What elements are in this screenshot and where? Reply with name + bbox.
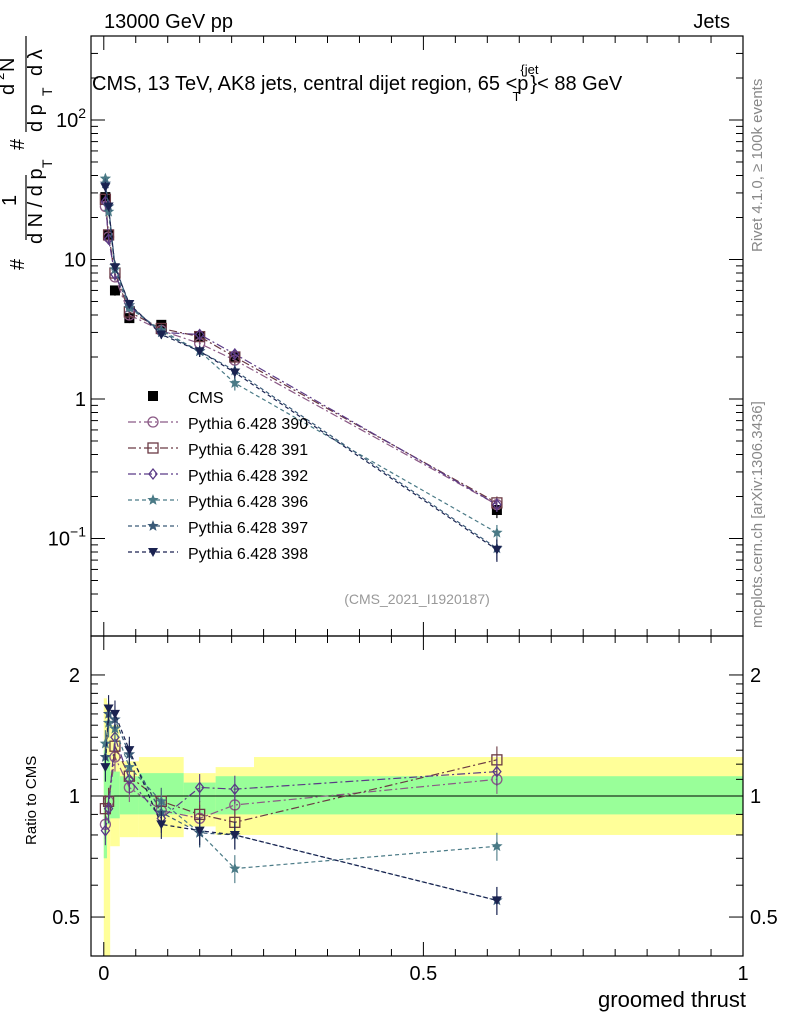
- svg-text:#: #: [7, 138, 29, 150]
- ratio-point: [229, 830, 240, 840]
- svg-text:2: 2: [0, 73, 7, 80]
- band-green-bin-2: [110, 771, 120, 819]
- svg-text:1: 1: [0, 195, 21, 206]
- ratio-point: [156, 820, 167, 830]
- series-line-6: [104, 187, 498, 551]
- data-point: [109, 263, 120, 273]
- xtick-label: 0: [98, 963, 109, 985]
- main-ytick-label: 10: [64, 249, 86, 271]
- svg-text:d: d: [0, 84, 19, 95]
- xtick-label: 0.5: [409, 963, 437, 985]
- ratio-ytick-label-left: 1: [69, 786, 80, 808]
- ratio-ylabel: Ratio to CMS: [23, 756, 40, 845]
- rivet-version-label: Rivet 4.1.0, ≥ 100k events: [749, 79, 766, 252]
- svg-text:d λ: d λ: [25, 49, 47, 76]
- legend-label: CMS: [188, 390, 224, 407]
- svg-text:d N / d p: d N / d p: [25, 168, 47, 244]
- data-point: [229, 368, 240, 378]
- ratio-ytick-label-right: 0.5: [750, 907, 778, 929]
- data-point: [491, 545, 502, 555]
- ratio-line-1: [104, 754, 497, 825]
- ratio-point: [229, 783, 240, 796]
- main-ytick-label: 102: [56, 105, 86, 132]
- ratio-line-3: [104, 737, 497, 831]
- axes: 10−1 1 10 102 0.5 0.5 1 1 2 2 0 0.5 1: [48, 35, 778, 985]
- ratio-ytick-label-left: 0.5: [52, 907, 80, 929]
- legend-label: Pythia 6.428 391: [188, 442, 308, 459]
- ratio-point: [194, 826, 205, 836]
- series-line-2: [104, 199, 498, 504]
- ratio-point: [491, 840, 503, 852]
- data-point: [194, 347, 205, 357]
- ratio-point: [99, 737, 112, 749]
- legend-label: Pythia 6.428 392: [188, 468, 308, 485]
- legend-marker: [148, 467, 158, 481]
- band-green-bin-7: [254, 776, 743, 815]
- legend-label: Pythia 6.428 397: [188, 520, 308, 537]
- data-point: [229, 348, 240, 361]
- ratio-point: [100, 824, 111, 837]
- svg-text:T: T: [39, 159, 55, 168]
- ratio-point: [99, 803, 112, 815]
- svg-text:T: T: [39, 87, 55, 96]
- main-series: [99, 172, 503, 562]
- ratio-point: [109, 709, 120, 719]
- legend-marker: [147, 520, 159, 531]
- legend-label: Pythia 6.428 396: [188, 494, 308, 511]
- svg-text:d p: d p: [25, 104, 47, 132]
- series-line-3: [104, 201, 498, 506]
- svg-text:#: #: [7, 258, 29, 270]
- main-ytick-label: 10−1: [48, 523, 86, 550]
- mcplots-label: mcplots.cern.ch [arXiv:1306.3436]: [749, 401, 766, 628]
- ratio-frame: [90, 635, 744, 957]
- svg-text:N: N: [0, 58, 19, 72]
- legend-label: Pythia 6.428 390: [188, 416, 308, 433]
- x-axis-label: groomed thrust: [598, 987, 746, 1012]
- ratio-ytick-label-left: 2: [69, 665, 80, 687]
- energy-label: 13000 GeV pp: [104, 11, 233, 33]
- data-point: [124, 299, 135, 309]
- ratio-point: [229, 862, 241, 874]
- xtick-label: 1: [737, 963, 748, 985]
- ratio-point: [103, 704, 114, 714]
- main-ylabel: # 1 d N / d p T # d 2 N d p T d λ: [0, 36, 55, 270]
- data-point: [491, 526, 503, 538]
- data-point: [100, 183, 111, 193]
- ratio-ytick-label-right: 2: [750, 665, 761, 687]
- ratio-point: [124, 746, 135, 756]
- legend-marker: [147, 494, 159, 505]
- ratio-point: [194, 781, 205, 794]
- main-ytick-label: 1: [75, 389, 86, 411]
- legend-label: Pythia 6.428 398: [188, 546, 308, 563]
- plot-title: CMS, 13 TeV, AK8 jets, central dijet reg…: [92, 62, 623, 104]
- ratio-line-6: [104, 707, 498, 901]
- legend-marker: [148, 548, 158, 557]
- analysis-reference: (CMS_2021_I1920187): [344, 591, 490, 607]
- ratio-ytick-label-right: 1: [750, 786, 761, 808]
- ratio-point: [492, 765, 502, 778]
- data-point: [229, 377, 241, 388]
- data-point: [156, 330, 167, 340]
- legend-marker: [147, 442, 159, 454]
- series-line-1: [104, 206, 498, 506]
- ratio-point: [103, 802, 114, 815]
- legend-marker: [147, 416, 159, 428]
- legend-marker: [148, 391, 158, 401]
- data-point: [194, 328, 205, 341]
- category-label: Jets: [693, 11, 730, 33]
- legend: CMS Pythia 6.428 390 Pythia 6.428 391 Pythi…: [128, 390, 308, 563]
- ratio-series: [99, 695, 503, 915]
- ratio-point: [124, 773, 135, 786]
- data-point: [109, 285, 120, 296]
- data-point: [103, 202, 114, 212]
- ratio-point: [100, 763, 111, 773]
- ratio-point: [491, 896, 502, 906]
- data-point: [492, 498, 502, 511]
